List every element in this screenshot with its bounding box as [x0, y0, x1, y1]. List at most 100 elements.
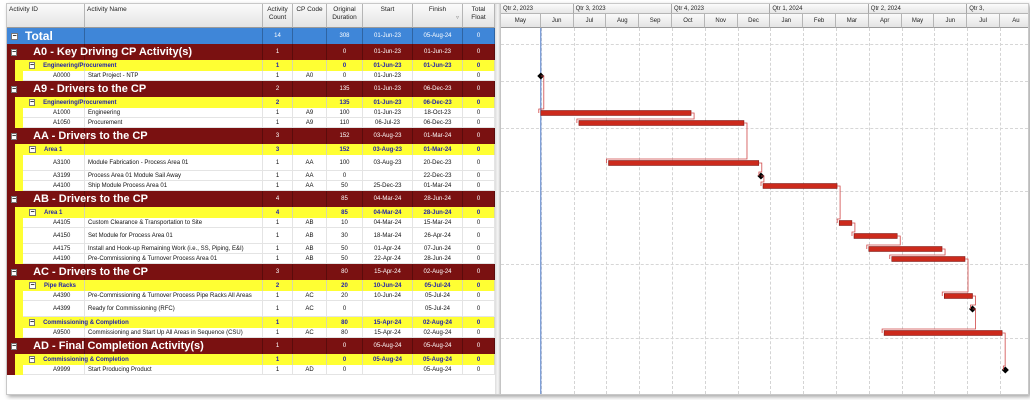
- dur-value: 0: [342, 305, 347, 312]
- hierarchy-band: [15, 71, 23, 81]
- activity-row[interactable]: A4390 Pre-Commissioning & Turnover Proces…: [7, 291, 495, 301]
- collapse-toggle-icon[interactable]: −: [29, 282, 36, 289]
- activity-row[interactable]: A9999 Start Producing Product 1 AD 0 05-Aug-2…: [7, 365, 495, 375]
- wbs-row[interactable]: − Area 1 3 152 03-Aug-23 01-Mar-24 0: [7, 144, 495, 155]
- activity-bar: [891, 256, 966, 262]
- activity-row[interactable]: A1050 Procurement 1 A9 110 06-Jul-23 06-Dec-23…: [7, 118, 495, 128]
- activity-row[interactable]: A3100 Module Fabrication - Process Area 0…: [7, 155, 495, 171]
- collapse-toggle-icon[interactable]: −: [29, 356, 36, 363]
- wbs-row[interactable]: − AB - Drivers to the CP 4 85 04-Mar-24 28-Ju…: [7, 191, 495, 207]
- wbs-row[interactable]: − Pipe Racks 2 20 10-Jun-24 05-Jul-24 0: [7, 280, 495, 291]
- start-value: 15-Apr-24: [374, 329, 401, 336]
- start-cell: [363, 171, 413, 180]
- float-value: 0: [476, 282, 481, 289]
- wbs-row[interactable]: − A0 - Key Driving CP Activity(s) 1 0 01-Jun…: [7, 44, 495, 60]
- collapse-toggle-icon[interactable]: −: [11, 132, 18, 140]
- wbs-row[interactable]: − Engineering/Procurement 2 135 01-Jun-23 06-…: [7, 97, 495, 108]
- collapse-toggle-icon[interactable]: −: [11, 85, 18, 93]
- col-header-cp-code[interactable]: CP Code: [293, 4, 327, 28]
- col-header-activity-count[interactable]: Activity Count: [263, 4, 293, 28]
- pane-splitter[interactable]: [495, 4, 501, 394]
- activity-row[interactable]: A4150 Set Module for Process Area 01 1 AB 30…: [7, 228, 495, 244]
- activity-row[interactable]: A9500 Commissioning and Start Up All Area…: [7, 328, 495, 338]
- cp-value: AC: [305, 329, 314, 336]
- hierarchy-band: [15, 244, 23, 254]
- cp-cell: [293, 317, 327, 328]
- collapse-toggle-icon[interactable]: −: [29, 209, 36, 216]
- wbs-row[interactable]: − Commissioning & Completion 1 0 05-Aug-24 05…: [7, 354, 495, 365]
- col-header-total-float[interactable]: Total Float: [463, 4, 495, 28]
- activity-name-text: Install and Hook-up Remaining Work (i.e.…: [88, 245, 244, 252]
- finish-value: 06-Dec-23: [423, 119, 452, 126]
- count-value: 1: [275, 366, 280, 373]
- activity-row[interactable]: A4105 Custom Clearance & Transportation t…: [7, 218, 495, 228]
- wbs-name-label: AA - Drivers to the CP: [33, 130, 148, 142]
- collapse-toggle-icon[interactable]: −: [11, 268, 18, 276]
- float-value: 0: [476, 219, 481, 226]
- float-cell: 0: [463, 71, 495, 80]
- activity-row[interactable]: A0000 Start Project - NTP 1 A0 0 01-Jun-23 0: [7, 71, 495, 81]
- activity-id-text: A1000: [53, 109, 71, 116]
- wbs-row[interactable]: − Area 1 4 85 04-Mar-24 28-Jun-24 0: [7, 207, 495, 218]
- activity-bar: [853, 233, 898, 239]
- float-value: 0: [476, 343, 481, 349]
- total-row[interactable]: − Total 14 308 01-Jun-23 05-Aug-24 0: [7, 28, 495, 44]
- collapse-toggle-icon[interactable]: −: [29, 146, 36, 153]
- filter-icon[interactable]: ▿: [455, 15, 459, 21]
- wbs-row[interactable]: − Engineering/Procurement 1 0 01-Jun-23 01-Ju…: [7, 60, 495, 71]
- finish-cell: 02-Aug-24: [413, 328, 463, 337]
- count-cell: 1: [263, 155, 293, 170]
- activity-row[interactable]: A4175 Install and Hook-up Remaining Work …: [7, 244, 495, 254]
- collapse-toggle-icon[interactable]: −: [29, 62, 36, 69]
- wbs-row[interactable]: − Commissioning & Completion 1 80 15-Apr-24 0…: [7, 317, 495, 328]
- start-value: 01-Jun-23: [373, 86, 402, 92]
- float-value: 0: [476, 182, 481, 189]
- count-cell: 1: [263, 338, 293, 354]
- col-header-finish[interactable]: Finish ▿: [413, 4, 463, 28]
- activity-id-cell: − AA - Drivers to the CP: [7, 128, 148, 144]
- col-header-activity-name[interactable]: Activity Name: [85, 4, 263, 28]
- dur-value: 0: [342, 356, 347, 363]
- activity-id-cell: A4100: [7, 181, 85, 190]
- activity-id-cell: − Pipe Racks: [7, 280, 85, 291]
- activity-row[interactable]: A1000 Engineering 1 A9 100 01-Jun-23 18-Oct-23…: [7, 108, 495, 118]
- col-header-start[interactable]: Start: [363, 4, 413, 28]
- start-cell: 06-Jul-23: [363, 118, 413, 127]
- finish-cell: 18-Oct-23: [413, 108, 463, 117]
- wbs-name-label: AD - Final Completion Activity(s): [33, 340, 204, 352]
- activity-row[interactable]: A4190 Pre-Commissioning & Turnover Proces…: [7, 254, 495, 264]
- activity-row[interactable]: A4399 Ready for Commissioning (RFC) 1 AC 0 05…: [7, 301, 495, 317]
- collapse-toggle-icon[interactable]: −: [29, 99, 36, 106]
- wbs-row[interactable]: − AA - Drivers to the CP 3 152 03-Aug-23 01-M…: [7, 128, 495, 144]
- activity-row[interactable]: A3199 Process Area 01 Module Sail Away 1 AA…: [7, 171, 495, 181]
- start-value: 06-Jul-23: [374, 119, 400, 126]
- count-cell: 1: [263, 181, 293, 190]
- quarter-header: Qtr 3,: [967, 4, 1028, 14]
- count-cell: 3: [263, 144, 293, 155]
- start-cell: 04-Mar-24: [363, 191, 413, 207]
- collapse-toggle-icon[interactable]: −: [11, 342, 18, 350]
- count-cell: 1: [263, 291, 293, 300]
- col-header-original-duration[interactable]: Original Duration: [327, 4, 363, 28]
- wbs-row[interactable]: − A9 - Drivers to the CP 2 135 01-Jun-23 06-D…: [7, 81, 495, 97]
- col-header-activity-id[interactable]: Activity ID: [7, 4, 85, 28]
- float-cell: 0: [463, 118, 495, 127]
- dur-cell: 100: [327, 155, 363, 170]
- activity-name-cell: [85, 60, 263, 71]
- collapse-toggle-icon[interactable]: −: [11, 48, 18, 56]
- collapse-toggle-icon[interactable]: −: [29, 319, 36, 326]
- collapse-toggle-icon[interactable]: −: [11, 32, 18, 40]
- count-cell: 1: [263, 44, 293, 60]
- start-cell: 01-Jun-23: [363, 60, 413, 71]
- hierarchy-band: [15, 118, 23, 128]
- activity-id-cell: − AB - Drivers to the CP: [7, 191, 148, 207]
- start-value: 04-Mar-24: [373, 196, 402, 202]
- count-cell: 1: [263, 108, 293, 117]
- activity-row[interactable]: A4100 Ship Module Process Area 01 1 AA 50 25-…: [7, 181, 495, 191]
- collapse-toggle-icon[interactable]: −: [11, 195, 18, 203]
- start-cell: 25-Dec-23: [363, 181, 413, 190]
- wbs-row[interactable]: − AC - Drivers to the CP 3 80 15-Apr-24 02-Au…: [7, 264, 495, 280]
- float-value: 0: [476, 119, 481, 126]
- wbs-row[interactable]: − AD - Final Completion Activity(s) 1 0 05-A…: [7, 338, 495, 354]
- dur-cell: 0: [327, 354, 363, 365]
